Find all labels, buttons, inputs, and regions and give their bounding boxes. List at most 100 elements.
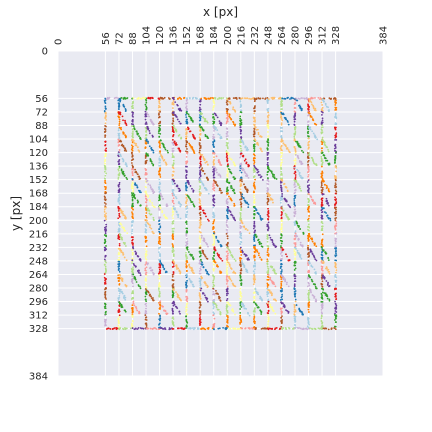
data-point — [105, 324, 107, 327]
data-point — [144, 277, 147, 280]
data-point — [115, 326, 118, 329]
data-point — [159, 155, 162, 158]
data-point — [159, 319, 161, 322]
data-point — [185, 276, 188, 279]
data-point — [306, 181, 309, 183]
data-point — [147, 262, 149, 265]
data-point — [198, 116, 201, 119]
data-point — [117, 184, 120, 187]
data-point — [123, 174, 126, 177]
data-point — [213, 239, 216, 241]
data-point — [158, 262, 161, 265]
data-point — [294, 327, 296, 330]
data-point — [187, 127, 190, 130]
data-point — [253, 322, 256, 325]
data-point — [266, 234, 269, 236]
data-point — [198, 98, 201, 101]
data-point — [192, 256, 194, 258]
data-point — [179, 272, 182, 275]
data-point — [132, 123, 135, 126]
data-point — [172, 170, 175, 173]
data-point — [280, 190, 283, 193]
data-point — [135, 281, 138, 283]
data-point — [172, 255, 175, 257]
data-point — [152, 123, 155, 126]
data-point — [212, 116, 214, 119]
data-point — [122, 160, 125, 163]
data-point — [145, 245, 148, 248]
data-point — [103, 258, 106, 261]
data-point — [185, 315, 187, 318]
data-point — [171, 273, 174, 276]
data-point — [199, 100, 202, 103]
data-point — [120, 277, 123, 279]
data-point — [199, 244, 202, 247]
data-point — [281, 315, 283, 318]
data-point — [226, 133, 229, 135]
data-point — [118, 120, 121, 123]
data-point — [118, 212, 121, 215]
data-point — [203, 117, 206, 120]
data-point — [138, 178, 141, 180]
data-point — [334, 214, 337, 217]
data-point — [226, 212, 229, 215]
data-point — [307, 165, 310, 168]
data-point — [131, 162, 133, 164]
data-point — [266, 182, 269, 185]
data-point — [185, 120, 188, 123]
data-point — [118, 260, 121, 263]
data-point — [145, 212, 148, 214]
data-point — [117, 205, 120, 208]
data-point — [239, 145, 242, 148]
data-point — [226, 147, 229, 150]
data-point — [321, 229, 324, 232]
data-point — [279, 201, 282, 204]
data-point — [253, 256, 256, 259]
data-point — [199, 111, 201, 114]
data-point — [104, 249, 107, 251]
data-point — [159, 169, 161, 172]
data-point — [335, 307, 338, 310]
data-point — [199, 223, 202, 226]
data-point — [145, 322, 148, 325]
data-point — [321, 256, 324, 259]
data-point — [121, 157, 124, 160]
data-point — [121, 251, 124, 254]
data-point — [103, 241, 106, 244]
data-point — [225, 270, 228, 273]
data-point — [309, 327, 311, 330]
data-point — [121, 172, 124, 175]
data-point — [266, 179, 269, 182]
data-point — [281, 161, 283, 164]
data-point — [335, 202, 337, 204]
data-point — [213, 145, 216, 148]
data-point — [253, 100, 256, 103]
data-point — [266, 223, 269, 226]
data-point — [186, 322, 189, 324]
data-point — [212, 150, 215, 152]
data-point — [308, 301, 310, 304]
data-point — [333, 147, 336, 150]
data-point — [266, 262, 269, 265]
data-point — [158, 283, 160, 286]
data-point — [161, 264, 164, 267]
data-point — [104, 288, 106, 291]
data-point — [321, 162, 324, 165]
data-point — [130, 206, 133, 209]
data-point — [259, 97, 262, 100]
data-point — [253, 315, 256, 318]
data-point — [104, 268, 107, 271]
data-point — [174, 101, 177, 103]
data-point — [212, 174, 215, 177]
data-point — [185, 275, 188, 277]
data-point — [178, 120, 181, 123]
data-point — [293, 138, 296, 141]
data-point — [172, 289, 175, 292]
data-point — [279, 96, 282, 99]
data-point — [307, 304, 310, 306]
data-point — [157, 97, 160, 100]
data-point — [118, 309, 121, 312]
data-point — [281, 100, 284, 103]
data-point — [152, 192, 155, 195]
data-point — [145, 180, 148, 183]
